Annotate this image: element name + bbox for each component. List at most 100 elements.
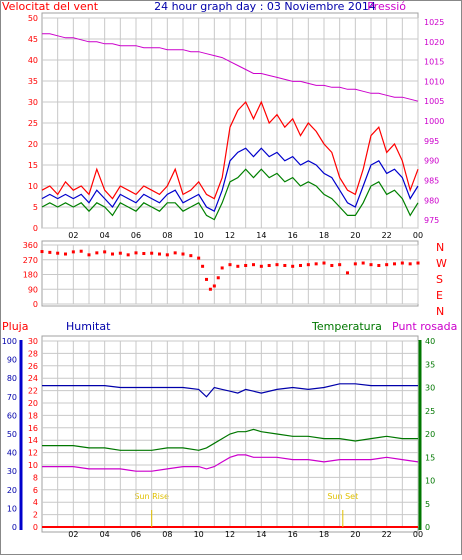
climate-panel-x-tick: 20 — [350, 530, 360, 539]
direction-point — [220, 266, 224, 270]
direction-point — [142, 252, 146, 256]
series-humidity-line — [42, 383, 418, 398]
climate-panel-x-tick: 10 — [194, 530, 204, 539]
direction-point — [291, 264, 295, 268]
rain-tick: 24 — [28, 374, 38, 383]
direction-point — [236, 264, 240, 268]
rain-tick: 22 — [28, 387, 38, 396]
direction-point — [416, 261, 420, 265]
direction-point — [134, 251, 138, 255]
direction-point — [353, 262, 357, 266]
humidity-tick: 40 — [7, 449, 17, 458]
wind-speed-tick: 50 — [28, 14, 38, 23]
pressure-label: Pressió — [367, 0, 406, 13]
compass-label-e: E — [436, 289, 443, 302]
direction-tick: 0 — [33, 300, 38, 309]
rain-tick: 14 — [28, 436, 38, 445]
series-min-line — [41, 168, 419, 221]
direction-point — [150, 251, 154, 255]
rain-tick: 18 — [28, 411, 38, 420]
temperature-tick: 15 — [425, 453, 435, 462]
climate-panel-x-tick: 00 — [413, 530, 423, 539]
wind-panel-x-tick: 02 — [68, 231, 78, 240]
direction-point — [338, 263, 342, 267]
direction-point — [299, 263, 302, 267]
humidity-tick: 30 — [7, 467, 17, 476]
rain-tick: 30 — [28, 337, 38, 346]
direction-point — [48, 250, 52, 254]
humidity-label: Humitat — [66, 320, 111, 333]
climate-panel-x-tick: 18 — [319, 530, 329, 539]
rain-tick: 0 — [33, 523, 38, 532]
direction-tick: 180 — [23, 271, 38, 280]
compass-label-n-top: N — [436, 241, 444, 254]
direction-point — [197, 256, 201, 260]
climate-panel-x-tick: 14 — [256, 530, 266, 539]
pressure-tick: 1025 — [424, 18, 444, 27]
wind-panel-x-tick: 10 — [194, 231, 204, 240]
direction-point — [314, 262, 318, 266]
wind-panel-x-tick: 16 — [288, 231, 298, 240]
humidity-tick: 70 — [7, 393, 17, 402]
wind-speed-tick: 25 — [28, 119, 38, 128]
direction-point — [369, 263, 373, 267]
direction-point — [189, 254, 193, 258]
rain-tick: 12 — [28, 449, 38, 458]
direction-point — [173, 251, 177, 255]
direction-point — [252, 263, 255, 267]
rain-tick: 16 — [28, 424, 38, 433]
pressure-tick: 1000 — [424, 117, 444, 126]
humidity-tick: 90 — [7, 356, 17, 365]
pressure-tick: 995 — [424, 137, 439, 146]
direction-point — [393, 262, 396, 266]
direction-point — [165, 253, 169, 257]
direction-point — [126, 253, 130, 257]
humidity-tick: 10 — [7, 504, 17, 513]
temperature-tick: 20 — [425, 430, 435, 439]
direction-point — [201, 264, 205, 268]
direction-point — [111, 252, 114, 256]
wind-speed-tick: 20 — [28, 140, 38, 149]
direction-point — [244, 263, 248, 267]
direction-point — [228, 263, 232, 267]
rain-tick: 6 — [33, 486, 38, 495]
temperature-tick: 10 — [425, 477, 435, 486]
direction-point — [205, 277, 208, 281]
humidity-tick: 100 — [2, 337, 17, 346]
wind-panel-x-tick: 06 — [131, 231, 141, 240]
wind-panel-x-tick: 22 — [382, 231, 392, 240]
temperature-tick: 30 — [425, 384, 435, 393]
temperature-tick: 25 — [425, 407, 435, 416]
wind-panel-x-tick: 12 — [225, 231, 235, 240]
direction-point — [40, 250, 44, 254]
chart-title: 24 hour graph day : 03 Noviembre 2014 — [154, 0, 376, 13]
climate-panel-x-tick: 08 — [162, 530, 172, 539]
wind-panel-x-tick: 18 — [319, 231, 329, 240]
temperature-tick: 40 — [425, 337, 435, 346]
humidity-tick: 60 — [7, 411, 17, 420]
series-temperature-line — [42, 428, 418, 451]
temperature-tick: 0 — [425, 523, 430, 532]
humidity-tick: 20 — [7, 486, 17, 495]
rain-tick: 8 — [33, 473, 38, 482]
direction-point — [259, 264, 263, 268]
pressure-tick: 1020 — [424, 38, 444, 47]
wind-panel-x-tick: 04 — [100, 231, 110, 240]
rain-tick: 2 — [33, 511, 38, 520]
wind-speed-tick: 45 — [28, 35, 38, 44]
climate-panel-x-tick: 04 — [100, 530, 110, 539]
series-pressure-line — [42, 33, 419, 102]
series-dewpoint-line — [42, 454, 419, 472]
wind-speed-tick: 30 — [28, 98, 38, 107]
rain-tick: 4 — [33, 498, 38, 507]
wind-speed-tick: 0 — [33, 224, 38, 233]
compass-label-s: S — [436, 273, 443, 286]
climate-panel-x-tick: 12 — [225, 530, 235, 539]
compass-label-n-bottom: N — [436, 305, 444, 318]
humidity-tick: 50 — [7, 430, 17, 439]
rain-tick: 10 — [28, 461, 38, 470]
direction-point — [306, 263, 310, 267]
pressure-tick: 1015 — [424, 58, 444, 67]
wind-speed-label: Velocitat del vent — [2, 0, 99, 13]
